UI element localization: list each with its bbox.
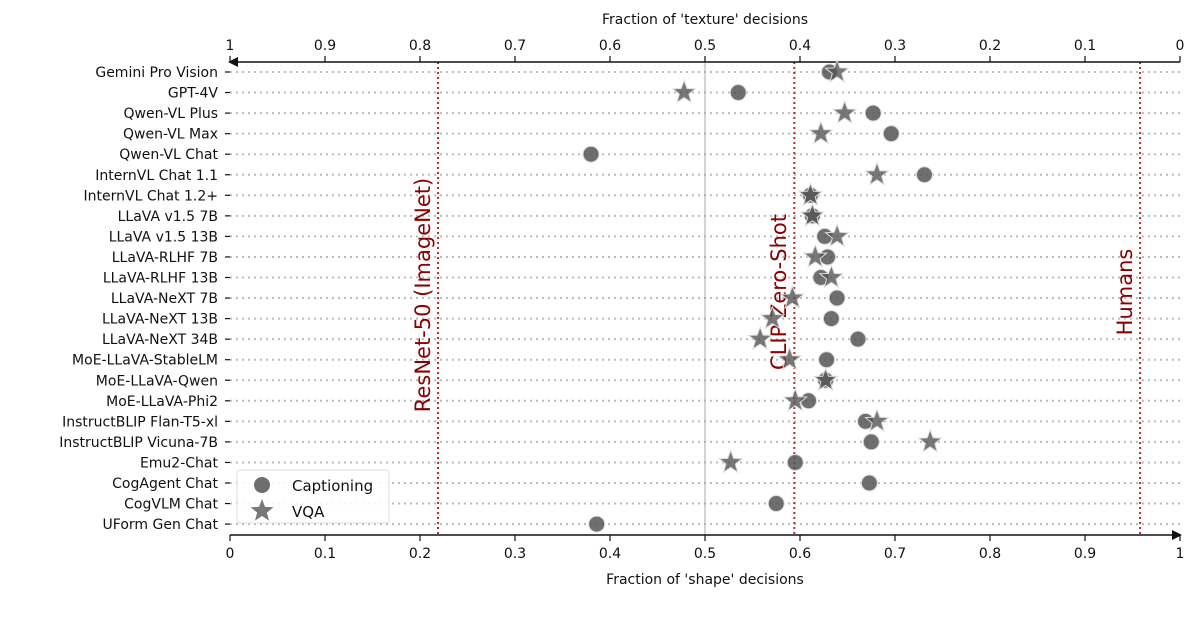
y-tick-label: CogAgent Chat [112,476,218,492]
captioning-point [822,310,840,328]
vqa-point [747,325,773,351]
vqa-point [808,120,834,145]
captioning-point [860,474,878,492]
y-tick-label: Gemini Pro Vision [95,65,218,81]
x2-tick-label: 0.1 [1074,38,1096,54]
vqa-point [864,161,890,186]
reference-label: CLIP Zero-Shot [767,214,791,370]
x-tick-label: 0.9 [1074,546,1096,562]
legend-box [236,469,390,524]
data-marks [582,58,943,533]
captioning-point [729,84,747,102]
grid-lines [230,62,1180,535]
legend-star-icon [250,499,274,521]
y-tick-label: InternVL Chat 1.2+ [84,188,218,204]
vqa-point [799,202,826,227]
y-tick-label: MoE-LLaVA-Phi2 [106,394,218,410]
captioning-point [864,104,882,122]
vqa-point [824,58,850,83]
vqa-point [812,366,839,392]
captioning-point [588,515,606,533]
x-tick-label: 0.1 [314,546,336,562]
x-tick-label: 1 [1176,546,1185,562]
captioning-point [849,330,867,348]
y-tick-label: MoE-LLaVA-Qwen [96,373,218,389]
y-tick-label: Qwen-VL Chat [119,147,218,163]
y-tick-label: InstructBLIP Flan-T5-xl [62,414,218,430]
reference-lines: ResNet-50 (ImageNet) CLIP Zero-Shot Humans [411,62,1142,535]
y-tick-label: LLaVA-NeXT 13B [102,312,218,328]
captioning-point [582,145,600,163]
vqa-point [831,99,858,124]
axes: Gemini Pro Vision GPT-4V Qwen-VL Plus Qwen-… [59,38,1184,562]
y-tick-label: Qwen-VL Plus [123,106,218,122]
vqa-point [824,222,850,248]
x2-tick-label: 0.5 [694,38,716,54]
y-tick-label: UForm Gen Chat [103,517,219,533]
x2-tick-label: 0.2 [979,38,1001,54]
x-tick-label: 0.4 [599,546,621,562]
vqa-point [802,243,828,268]
x2-tick-label: 1 [226,38,235,54]
captioning-point [828,289,846,307]
legend-circle-icon [254,477,270,493]
y-tick-label: LLaVA v1.5 7B [118,209,218,225]
y-tick-label: LLaVA v1.5 13B [109,229,218,245]
legend: Captioning VQA [236,469,390,524]
x2-tick-label: 0 [1176,38,1185,54]
captioning-point [767,495,785,513]
x-tick-label: 0 [226,546,235,562]
vqa-point [776,346,803,371]
x-axis-label: Fraction of 'shape' decisions [606,572,804,588]
captioning-point [786,453,804,471]
captioning-point [862,433,880,451]
x2-tick-label: 0.8 [409,38,431,54]
x-tick-label: 0.2 [409,546,431,562]
vqa-point [671,79,697,104]
vqa-point [797,181,824,207]
x2-tick-label: 0.9 [314,38,336,54]
y-tick-label: InternVL Chat 1.1 [95,168,218,184]
x-tick-label: 0.3 [504,546,526,562]
vqa-point [717,448,744,474]
legend-label: VQA [292,503,325,521]
vqa-point [818,264,845,289]
vqa-point [779,284,806,309]
y-tick-label: Emu2-Chat [140,455,219,471]
y-tick-label: LLaVA-NeXT 7B [111,291,218,307]
captioning-point [800,392,818,410]
captioning-point [915,166,933,184]
x-axis-arrow-icon [1172,530,1182,540]
y-tick-label: Qwen-VL Max [123,127,218,143]
reference-label: ResNet-50 (ImageNet) [411,178,435,412]
x2-tick-label: 0.3 [884,38,906,54]
y-tick-label: LLaVA-RLHF 13B [103,271,218,287]
y-tick-label: LLaVA-NeXT 34B [102,332,218,348]
y-tick-label: MoE-LLaVA-StableLM [72,353,218,369]
reference-label: Humans [1113,249,1137,336]
x-tick-label: 0.8 [979,546,1001,562]
y-tick-label: GPT-4V [168,86,219,102]
x2-tick-label: 0.4 [789,38,811,54]
x2-tick-label: 0.6 [599,38,621,54]
vqa-point [759,305,786,330]
y-tick-label: CogVLM Chat [124,497,218,513]
captioning-point [882,125,900,143]
x2-tick-label: 0.7 [504,38,526,54]
x-tick-label: 0.7 [884,546,906,562]
x2-axis-label: Fraction of 'texture' decisions [602,12,808,28]
x-tick-label: 0.6 [789,546,811,562]
vqa-point [917,428,943,453]
y-tick-label: LLaVA-RLHF 7B [112,250,218,266]
x2-axis-arrow-icon [228,57,238,67]
vqa-point [864,407,890,433]
captioning-point [818,351,836,369]
y-tick-label: InstructBLIP Vicuna-7B [59,435,218,451]
legend-label: Captioning [292,477,373,495]
x-tick-label: 0.5 [694,546,716,562]
vqa-point [782,387,809,412]
